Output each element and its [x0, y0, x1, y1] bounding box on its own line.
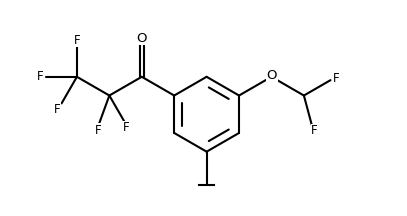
Text: F: F [333, 72, 339, 85]
Text: F: F [94, 124, 101, 137]
Text: F: F [311, 124, 318, 137]
Text: O: O [136, 32, 147, 45]
Text: O: O [267, 69, 277, 82]
Text: F: F [37, 70, 43, 83]
Text: F: F [123, 121, 129, 134]
Text: F: F [54, 103, 61, 116]
Text: F: F [74, 34, 80, 47]
